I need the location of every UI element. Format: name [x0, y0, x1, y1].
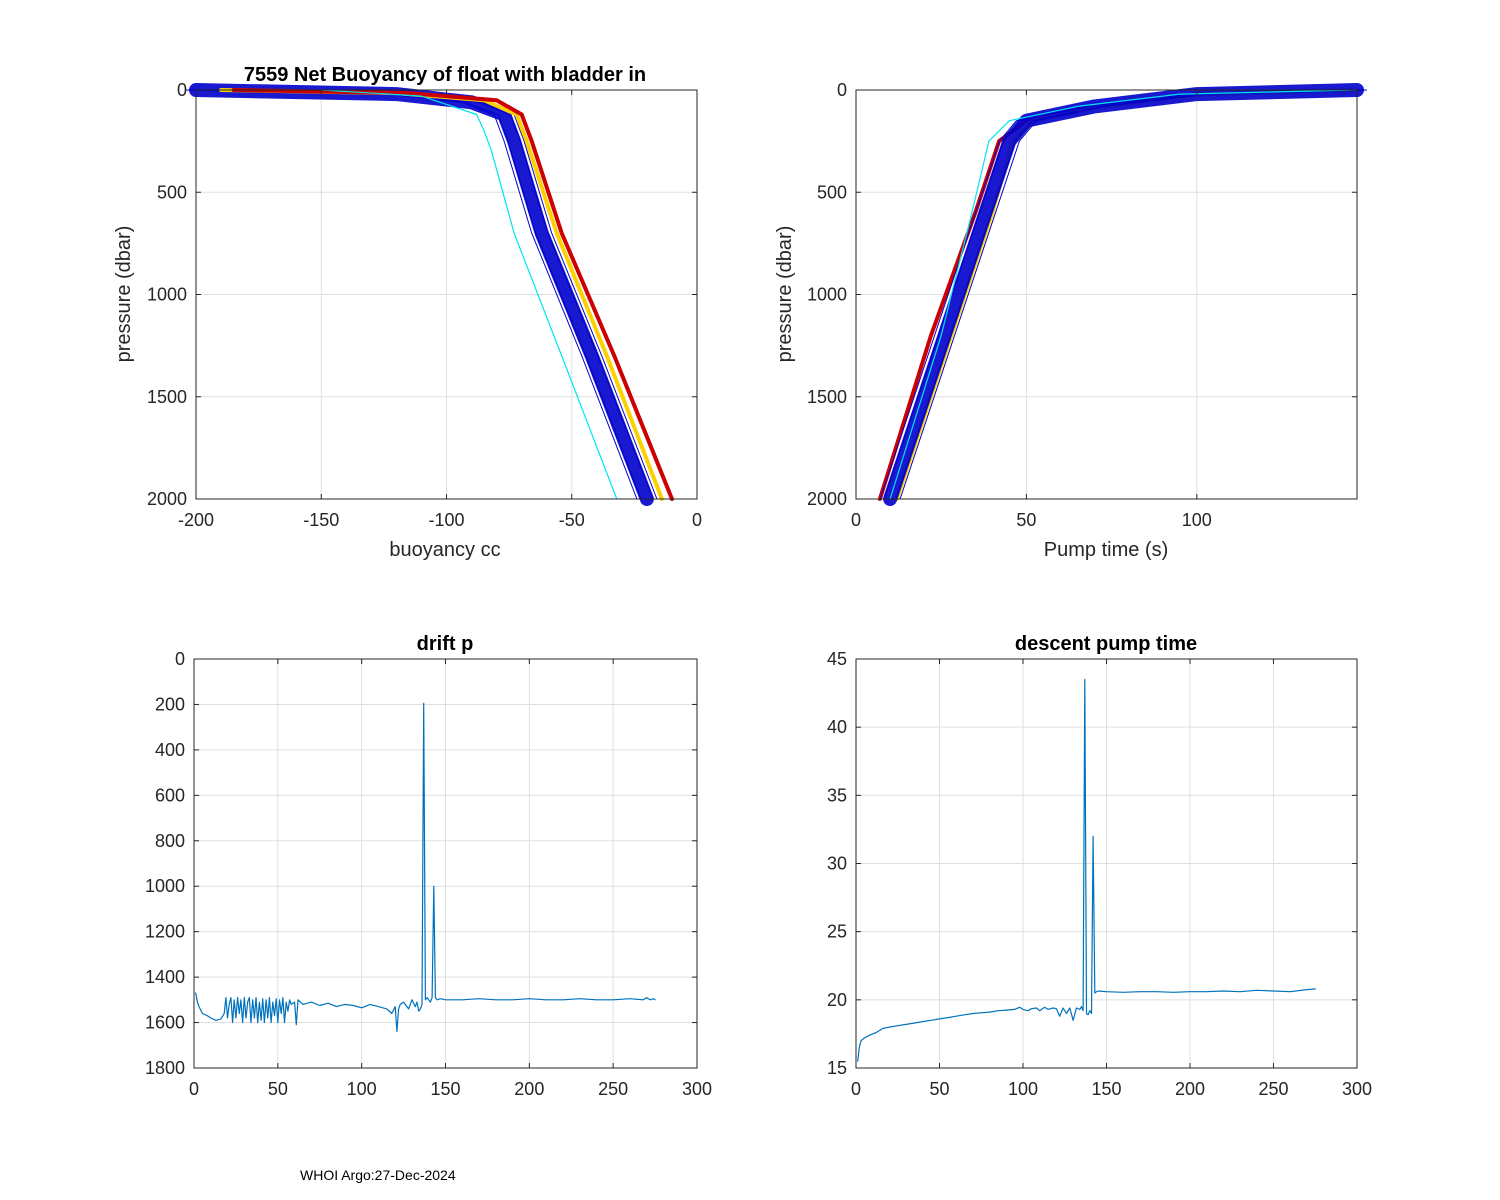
ytick-label-pumptime-2: 1000 — [807, 285, 847, 305]
title-buoyancy: 7559 Net Buoyancy of float with bladder … — [244, 64, 646, 86]
series-line-driftp-0 — [195, 702, 656, 1033]
xtick-label-driftp-0: 0 — [189, 1079, 199, 1099]
ytick-label-buoyancy-2: 1000 — [147, 285, 187, 305]
ytick-label-pumptime-3: 1500 — [807, 387, 847, 407]
panel-buoyancy: -200 -150 -100 -50 0 0 500 1000 1500 2000 7559 Ne… — [113, 64, 702, 561]
xtick-label-buoyancy-1: -150 — [303, 510, 339, 530]
series-strand-pumptime-2-1 — [883, 89, 1352, 500]
xtick-label-buoyancy-4: 0 — [692, 510, 702, 530]
series-line-buoyancy-3 — [320, 89, 618, 500]
series-line-pumptime-3 — [889, 89, 1358, 500]
ytick-label-driftp-4: 800 — [155, 831, 185, 851]
ytick-label-pumptime-0: 0 — [837, 80, 847, 100]
xtick-label-driftp-4: 200 — [514, 1079, 544, 1099]
panel-driftp: 0 50 100 150 200 250 300 0 200 400 600 800 1000 1200 1… — [145, 633, 712, 1099]
xtick-label-pumptime-1: 50 — [1016, 510, 1036, 530]
ytick-label-driftp-9: 1800 — [145, 1058, 185, 1078]
ytick-label-driftp-6: 1200 — [145, 922, 185, 942]
xtick-label-descentpump-1: 50 — [929, 1079, 949, 1099]
series-line-descentpump-0 — [857, 678, 1316, 1062]
xtick-label-descentpump-3: 150 — [1091, 1079, 1121, 1099]
ytick-label-pumptime-4: 2000 — [807, 489, 847, 509]
xtick-label-descentpump-0: 0 — [851, 1079, 861, 1099]
xtick-label-driftp-3: 150 — [430, 1079, 460, 1099]
xtick-label-descentpump-4: 200 — [1175, 1079, 1205, 1099]
ytick-label-descentpump-3: 30 — [827, 854, 847, 874]
xtick-label-driftp-6: 300 — [682, 1079, 712, 1099]
ytick-label-driftp-7: 1400 — [145, 967, 185, 987]
xlabel-pumptime: Pump time (s) — [1044, 539, 1168, 561]
ylabel-buoyancy: pressure (dbar) — [113, 226, 135, 363]
xtick-label-buoyancy-2: -100 — [428, 510, 464, 530]
xtick-label-driftp-5: 250 — [598, 1079, 628, 1099]
ytick-label-pumptime-1: 500 — [817, 182, 847, 202]
ytick-label-driftp-5: 1000 — [145, 876, 185, 896]
series-line-buoyancy-2 — [231, 88, 674, 501]
xtick-label-buoyancy-0: -200 — [178, 510, 214, 530]
ytick-label-driftp-1: 200 — [155, 694, 185, 714]
ytick-label-descentpump-1: 20 — [827, 990, 847, 1010]
xtick-label-driftp-2: 100 — [347, 1079, 377, 1099]
xtick-label-descentpump-2: 100 — [1008, 1079, 1038, 1099]
series-strand-pumptime-2-3 — [899, 89, 1368, 500]
ytick-label-buoyancy-0: 0 — [177, 80, 187, 100]
xtick-label-pumptime-0: 0 — [851, 510, 861, 530]
footer-credit: WHOI Argo:27-Dec-2024 — [300, 1167, 456, 1183]
xtick-label-pumptime-2: 100 — [1182, 510, 1212, 530]
ytick-label-descentpump-2: 25 — [827, 922, 847, 942]
ytick-label-buoyancy-4: 2000 — [147, 489, 187, 509]
ylabel-pumptime: pressure (dbar) — [774, 226, 796, 363]
ytick-label-driftp-3: 600 — [155, 785, 185, 805]
xtick-label-descentpump-6: 300 — [1342, 1079, 1372, 1099]
title-descentpump: descent pump time — [1015, 633, 1197, 655]
ytick-label-driftp-0: 0 — [175, 649, 185, 669]
ytick-label-buoyancy-3: 1500 — [147, 387, 187, 407]
ytick-label-descentpump-0: 15 — [827, 1058, 847, 1078]
xlabel-buoyancy: buoyancy cc — [389, 539, 500, 561]
title-driftp: drift p — [417, 633, 474, 655]
series-line-pumptime-2 — [883, 83, 1364, 506]
xtick-label-driftp-1: 50 — [268, 1079, 288, 1099]
ytick-label-driftp-2: 400 — [155, 740, 185, 760]
ytick-label-driftp-8: 1600 — [145, 1013, 185, 1033]
xtick-label-buoyancy-3: -50 — [559, 510, 585, 530]
xtick-label-descentpump-5: 250 — [1258, 1079, 1288, 1099]
ytick-label-buoyancy-1: 500 — [157, 182, 187, 202]
ytick-label-descentpump-5: 40 — [827, 717, 847, 737]
panel-descentpump: 0 50 100 150 200 250 300 15 20 25 30 35 40 45 descent… — [827, 633, 1372, 1099]
ytick-label-descentpump-6: 45 — [827, 649, 847, 669]
ytick-label-descentpump-4: 35 — [827, 785, 847, 805]
